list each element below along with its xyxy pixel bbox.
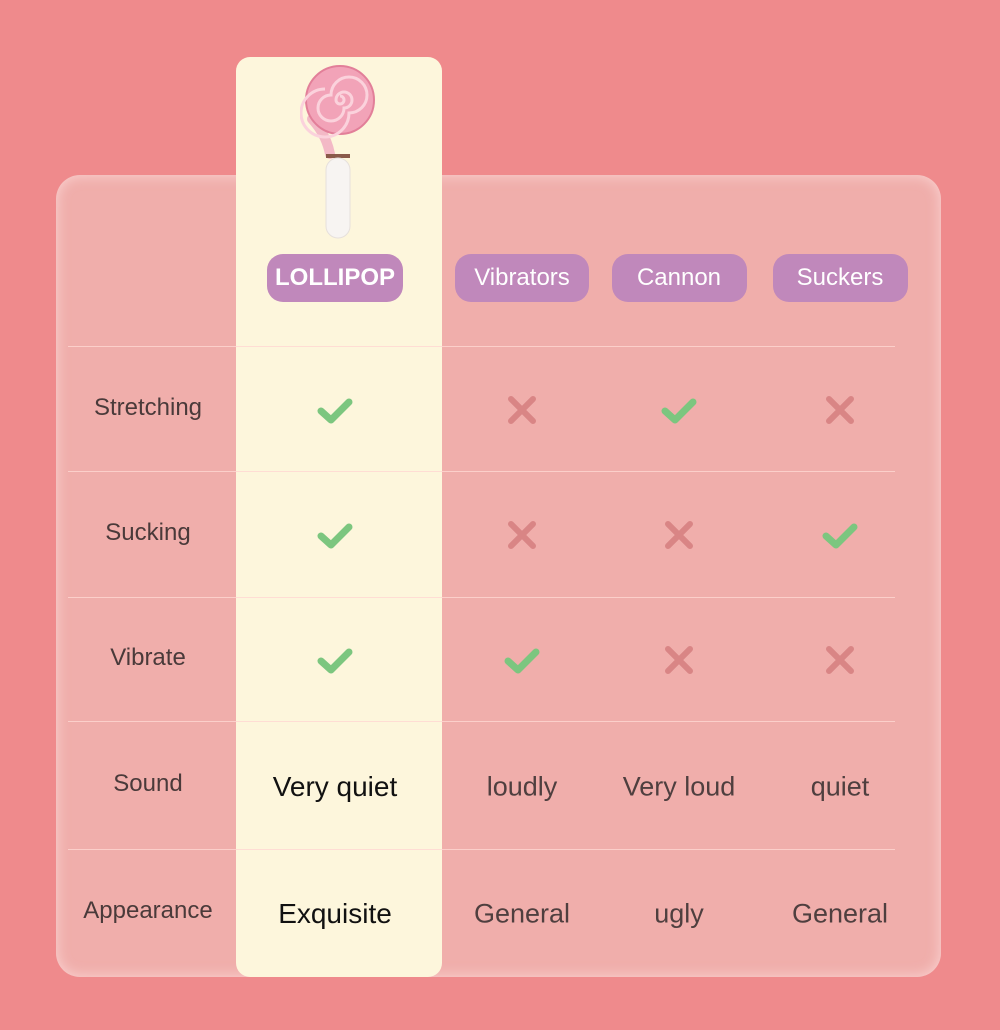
column-header-lollipop: LOLLIPOP <box>267 254 403 302</box>
table-cell: Exquisite <box>278 898 392 929</box>
table-cell: Very quiet <box>272 771 398 802</box>
column-header-cannon: Cannon <box>611 254 747 302</box>
row-label-sucking: Sucking <box>105 519 191 546</box>
row-divider <box>68 849 895 850</box>
row-divider <box>68 346 895 347</box>
check-icon <box>317 398 353 424</box>
cross-icon <box>826 396 854 424</box>
check-icon <box>504 648 540 674</box>
table-cell: General <box>473 898 571 929</box>
lollipop-product-image <box>300 65 375 239</box>
row-label-sound: Sound <box>113 770 183 797</box>
check-icon <box>822 523 858 549</box>
table-cell: quiet <box>810 771 870 802</box>
column-header-suckers: Suckers <box>772 254 908 302</box>
row-divider <box>68 721 895 722</box>
table-cell: Very loud <box>622 771 736 802</box>
cross-icon <box>508 521 536 549</box>
cross-icon <box>508 396 536 424</box>
check-icon <box>317 648 353 674</box>
row-label-vibrate: Vibrate <box>110 644 186 671</box>
table-cell: loudly <box>486 771 558 802</box>
row-divider <box>68 597 895 598</box>
cross-icon <box>665 521 693 549</box>
check-icon <box>317 523 353 549</box>
table-cell: General <box>791 898 889 929</box>
comparison-panel <box>56 175 941 977</box>
row-divider <box>68 471 895 472</box>
table-cell: ugly <box>654 898 704 929</box>
cross-icon <box>665 646 693 674</box>
cross-icon <box>826 646 854 674</box>
column-header-vibrators: Vibrators <box>455 254 589 302</box>
row-label-appearance: Appearance <box>83 897 213 924</box>
row-label-stretching: Stretching <box>93 394 203 421</box>
check-icon <box>661 398 697 424</box>
